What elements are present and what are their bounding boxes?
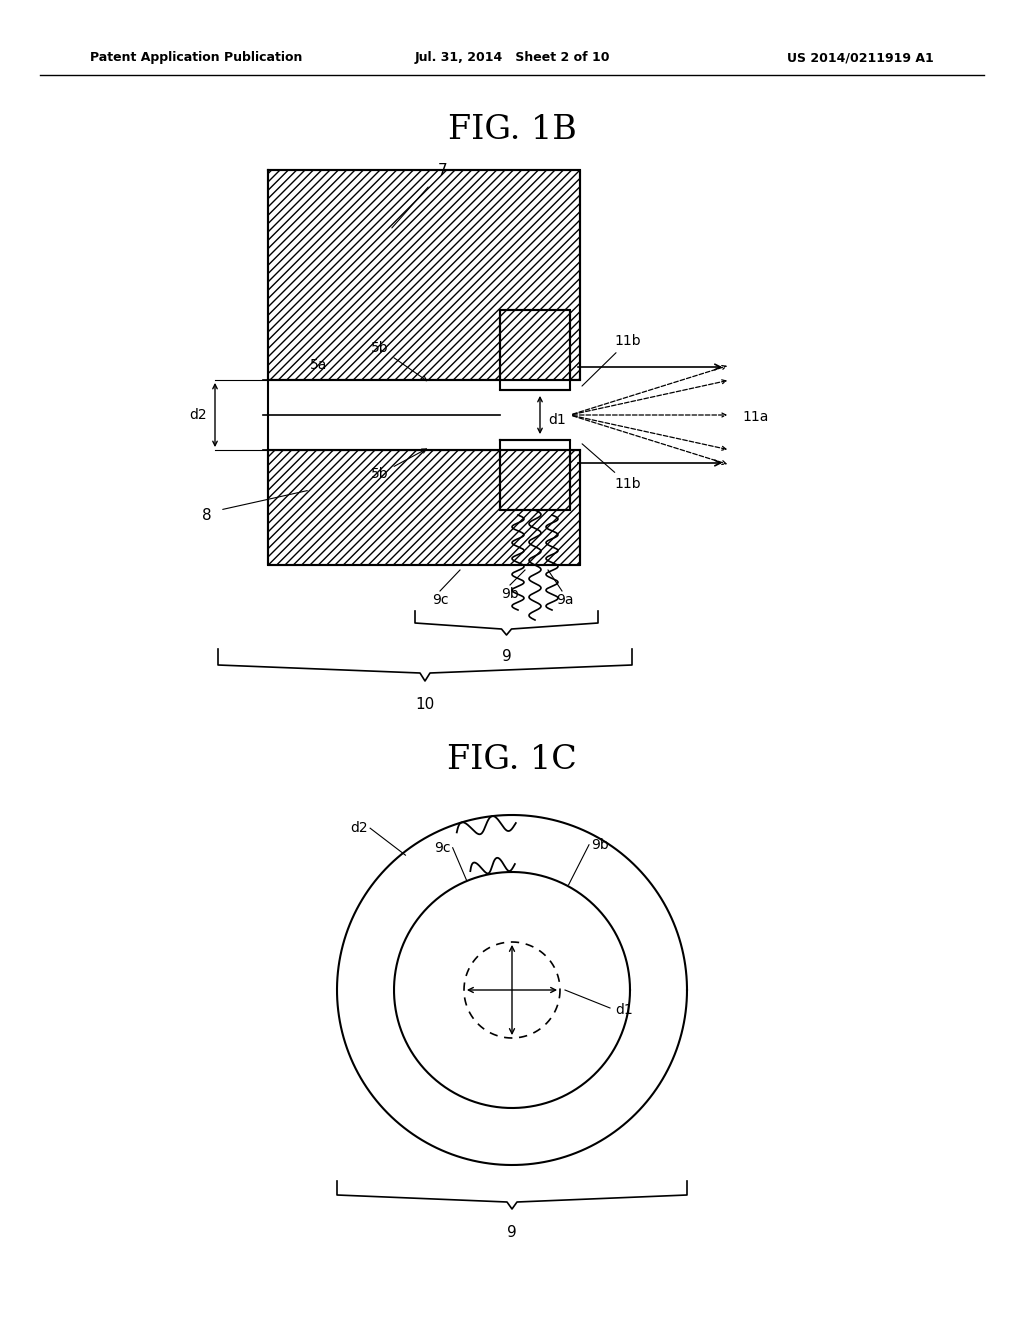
Text: 7: 7	[438, 162, 447, 178]
Text: 10: 10	[416, 697, 434, 711]
Text: 11b: 11b	[582, 444, 641, 491]
Text: 5b: 5b	[371, 449, 426, 480]
Text: 9b: 9b	[591, 838, 608, 851]
Text: 9: 9	[502, 649, 511, 664]
Text: d2: d2	[189, 408, 207, 422]
Bar	[500, 440, 570, 510]
Bar	[500, 389, 570, 440]
Text: 9: 9	[507, 1225, 517, 1239]
Text: US 2014/0211919 A1: US 2014/0211919 A1	[787, 51, 934, 65]
Text: Jul. 31, 2014   Sheet 2 of 10: Jul. 31, 2014 Sheet 2 of 10	[415, 51, 609, 65]
Text: 5b: 5b	[371, 341, 427, 380]
Bar	[268, 380, 580, 450]
Text: FIG. 1B: FIG. 1B	[447, 114, 577, 147]
Text: Patent Application Publication: Patent Application Publication	[90, 51, 302, 65]
Bar	[268, 450, 580, 565]
Text: d2: d2	[350, 821, 369, 836]
Text: 11a: 11a	[742, 411, 768, 424]
Bar	[268, 170, 580, 380]
Text: FIG. 1C: FIG. 1C	[447, 744, 577, 776]
Text: 5a: 5a	[310, 358, 328, 372]
Text: 8: 8	[203, 507, 212, 523]
Bar	[500, 310, 570, 389]
Text: 9a: 9a	[556, 593, 573, 607]
Text: d1: d1	[548, 413, 565, 426]
Text: 9c: 9c	[434, 841, 451, 855]
Text: d1: d1	[615, 1003, 633, 1016]
Text: 9c: 9c	[432, 593, 449, 607]
Text: 9b: 9b	[501, 587, 519, 601]
Text: 11b: 11b	[582, 334, 641, 385]
